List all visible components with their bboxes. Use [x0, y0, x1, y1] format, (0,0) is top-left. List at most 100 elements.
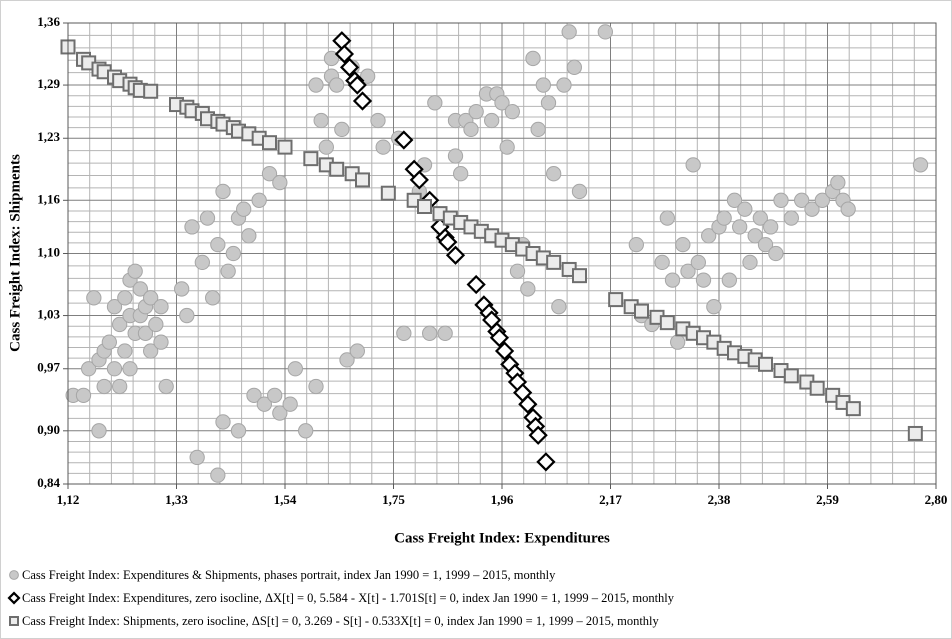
point: [752, 210, 768, 226]
point: [210, 236, 226, 253]
point: [546, 166, 562, 182]
legend: Cass Freight Index: Expenditures & Shipm…: [7, 568, 675, 628]
point: [339, 57, 360, 77]
point: [814, 192, 830, 208]
point: [360, 68, 376, 84]
point: [721, 272, 737, 288]
point: [804, 201, 820, 217]
point: [394, 130, 414, 150]
point: [518, 394, 538, 414]
point: [520, 281, 536, 297]
y-tick-label: 1,29: [37, 76, 60, 91]
x-tick-label: 2,17: [599, 492, 622, 507]
point: [251, 192, 267, 208]
point: [91, 423, 107, 439]
x-tick-label: 1,75: [382, 492, 405, 507]
point: [137, 325, 154, 341]
point: [396, 325, 412, 341]
point: [148, 316, 164, 333]
x-tick-label: 1,12: [57, 492, 80, 507]
x-tick-label: 1,33: [165, 492, 188, 507]
point: [499, 139, 515, 155]
x-tick-label: 2,38: [708, 492, 731, 507]
point: [127, 263, 143, 279]
point: [267, 387, 283, 403]
point: [571, 183, 588, 200]
point: [417, 199, 432, 215]
point: [572, 268, 587, 284]
point: [349, 343, 365, 359]
point: [597, 24, 613, 40]
point: [634, 303, 649, 319]
point: [313, 112, 329, 129]
point: [282, 396, 298, 412]
series: [332, 31, 556, 472]
point: [106, 299, 123, 315]
point: [608, 292, 624, 308]
y-tick-label: 0,84: [37, 475, 60, 490]
point: [194, 254, 210, 271]
point: [701, 228, 717, 244]
point: [551, 299, 567, 315]
point: [329, 161, 345, 177]
point: [546, 254, 562, 270]
point: [112, 316, 128, 333]
point: [437, 325, 453, 341]
point: [726, 192, 743, 208]
point: [530, 121, 546, 138]
point: [158, 378, 174, 395]
point: [907, 425, 923, 441]
y-tick-label: 1,03: [37, 307, 60, 322]
point: [215, 414, 231, 430]
point: [409, 170, 429, 190]
point: [747, 228, 763, 244]
series: [60, 39, 923, 441]
point: [117, 290, 133, 306]
point: [438, 232, 458, 252]
point: [205, 290, 221, 306]
point: [199, 210, 216, 226]
y-tick-label: 0,97: [37, 360, 60, 375]
point: [783, 368, 799, 384]
point: [347, 75, 367, 95]
point: [318, 139, 334, 155]
point: [763, 219, 779, 235]
point: [380, 185, 396, 201]
point: [680, 263, 696, 279]
point: [427, 95, 443, 111]
point: [664, 272, 681, 288]
point: [445, 245, 466, 265]
point: [122, 361, 138, 377]
point: [174, 281, 190, 297]
point: [809, 380, 825, 396]
point: [654, 254, 670, 271]
legend-swatch: [7, 591, 21, 605]
point: [422, 325, 438, 341]
point: [81, 361, 97, 377]
point: [75, 387, 92, 403]
point: [757, 236, 774, 253]
point: [298, 423, 314, 439]
y-tick-label: 1,23: [37, 129, 60, 144]
point: [566, 59, 582, 75]
point: [184, 219, 200, 235]
legend-label: Cass Freight Index: Expenditures, zero i…: [22, 591, 675, 605]
point: [143, 83, 159, 99]
point: [339, 352, 355, 368]
point: [758, 356, 773, 372]
point: [225, 245, 241, 262]
point: [143, 290, 159, 306]
point: [101, 334, 117, 350]
point: [468, 104, 484, 120]
point: [272, 405, 288, 421]
point: [509, 263, 526, 279]
point: [561, 24, 577, 40]
point: [912, 157, 929, 173]
y-tick-label: 1,16: [37, 191, 60, 206]
point: [303, 151, 319, 167]
point: [685, 157, 701, 173]
point: [334, 121, 350, 138]
y-tick-label: 1,10: [37, 244, 60, 259]
point: [215, 183, 231, 200]
point: [484, 112, 500, 129]
